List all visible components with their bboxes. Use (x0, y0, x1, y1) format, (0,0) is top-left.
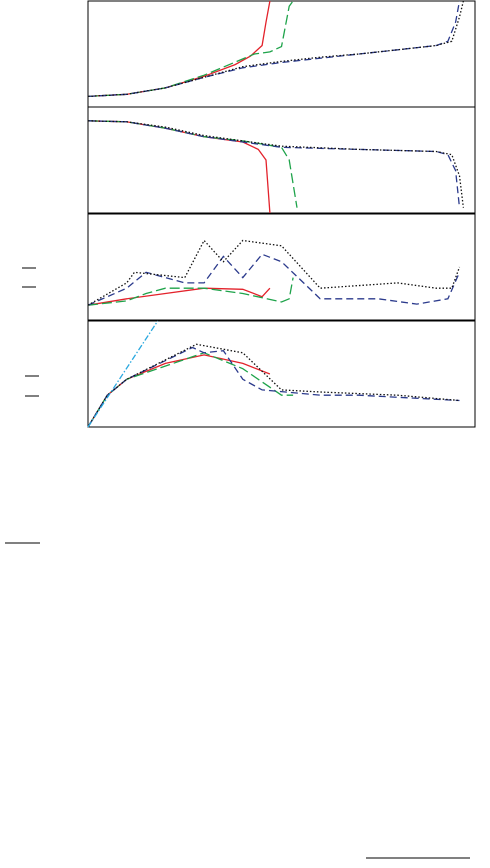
series-line (87, 320, 159, 428)
panel-frame (87, 213, 476, 321)
series-line (87, 354, 271, 428)
series-line (87, 253, 461, 306)
series-line (87, 239, 461, 306)
series-line (87, 0, 294, 98)
series-line (87, 120, 271, 214)
series-line (87, 120, 461, 208)
panel-frame (87, 320, 476, 428)
series-line (87, 346, 460, 428)
series-line (87, 277, 294, 306)
series-line (87, 0, 271, 98)
series-line (87, 120, 465, 208)
series-line (87, 343, 460, 428)
series-line (87, 287, 271, 306)
panel-frame (87, 106, 476, 214)
series-line (87, 0, 465, 98)
series-line (87, 0, 461, 98)
